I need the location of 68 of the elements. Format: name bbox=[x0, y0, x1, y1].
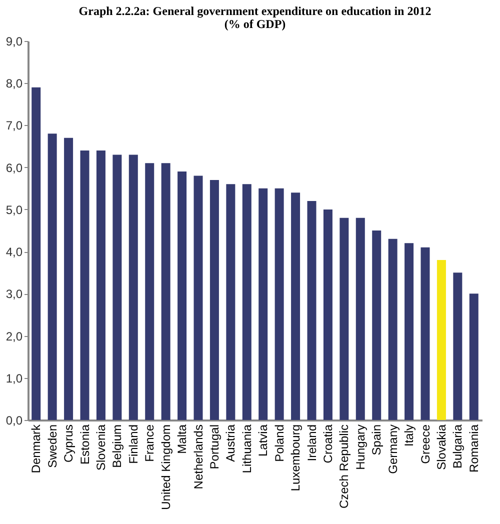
chart-title: Graph 2.2.2a: General government expenditure on education in 2012 bbox=[78, 4, 432, 18]
y-tick-label: 7,0 bbox=[6, 118, 23, 133]
x-tick-label: Slovakia bbox=[434, 424, 448, 470]
bar bbox=[48, 134, 57, 420]
x-tick-label: Ireland bbox=[304, 424, 319, 462]
bar bbox=[436, 260, 446, 420]
y-tick-label: 4,0 bbox=[6, 245, 23, 260]
bar bbox=[340, 218, 349, 420]
x-tick-label: United Kingdom bbox=[158, 424, 173, 510]
x-tick-label: Spain bbox=[370, 424, 384, 456]
x-tick-label: Malta bbox=[175, 424, 190, 454]
y-tick-label: 9,0 bbox=[6, 34, 23, 48]
x-tick-label: Romania bbox=[466, 424, 481, 473]
bar bbox=[178, 172, 187, 420]
x-tick-label: Lithuania bbox=[240, 424, 254, 474]
x-tick-label: Finland bbox=[126, 424, 140, 464]
y-tick-label: 2,0 bbox=[6, 329, 23, 344]
x-tick-label: Bulgaria bbox=[450, 424, 465, 469]
y-tick-label: 0,0 bbox=[6, 414, 23, 428]
x-tick-label: Estonia bbox=[78, 424, 92, 465]
x-tick-label: Slovenia bbox=[94, 424, 108, 471]
x-tick-label: France bbox=[142, 424, 157, 462]
x-tick-label: Sweden bbox=[45, 424, 60, 468]
bar bbox=[210, 180, 219, 420]
x-tick-label: Luxembourg bbox=[288, 424, 303, 492]
x-tick-label: Portugal bbox=[207, 424, 222, 470]
bar bbox=[226, 184, 236, 420]
y-tick-label: 5,0 bbox=[6, 202, 23, 217]
bar bbox=[32, 87, 41, 420]
bar bbox=[258, 188, 268, 420]
bar bbox=[274, 188, 284, 420]
x-tick-label: Netherlands bbox=[191, 424, 206, 490]
bar bbox=[420, 247, 430, 420]
x-tick-label: Czech Republic bbox=[337, 424, 352, 509]
bar bbox=[161, 163, 170, 420]
bar bbox=[404, 243, 414, 420]
x-tick-label: Germany bbox=[386, 424, 400, 474]
bar bbox=[323, 209, 332, 420]
bar bbox=[291, 192, 300, 420]
x-tick-label: Latvia bbox=[256, 424, 270, 457]
bar bbox=[112, 154, 122, 420]
bar bbox=[242, 184, 252, 420]
y-tick-label: 1,0 bbox=[6, 371, 23, 386]
chart-subtitle: (% of GDP) bbox=[224, 17, 286, 31]
bar bbox=[356, 218, 365, 420]
x-tick-label: Poland bbox=[272, 424, 286, 462]
x-tick-label: Belgium bbox=[110, 424, 124, 468]
y-tick-label: 3,0 bbox=[6, 287, 23, 302]
bar bbox=[128, 154, 138, 420]
bar bbox=[194, 176, 203, 420]
bar bbox=[64, 138, 74, 420]
bar bbox=[388, 238, 398, 420]
bar bbox=[80, 150, 90, 420]
x-tick-label: Cyprus bbox=[62, 424, 76, 463]
bar bbox=[372, 230, 382, 420]
x-tick-label: Hungary bbox=[353, 424, 368, 470]
bar bbox=[307, 201, 316, 420]
bar bbox=[145, 163, 154, 420]
x-tick-label: Croatia bbox=[320, 424, 335, 464]
x-tick-label: Italy bbox=[402, 424, 416, 447]
y-tick-label: 8,0 bbox=[6, 76, 23, 91]
x-tick-label: Austria bbox=[224, 424, 238, 462]
x-tick-label: Greece bbox=[418, 424, 432, 464]
bar bbox=[453, 272, 462, 420]
x-tick-label: Denmark bbox=[29, 424, 44, 474]
bar bbox=[469, 294, 478, 420]
y-tick-label: 6,0 bbox=[6, 160, 23, 175]
bar bbox=[96, 150, 106, 420]
